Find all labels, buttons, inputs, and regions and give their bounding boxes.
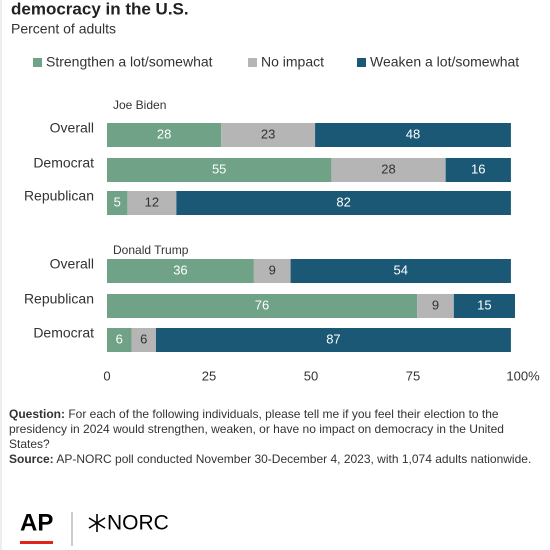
value-label: 6: [140, 331, 147, 346]
bar-segment: [176, 191, 511, 215]
question: Question: For each of the following indi…: [9, 407, 539, 452]
source: Source: AP-NORC poll conducted November …: [9, 452, 539, 467]
group-label: Donald Trump: [113, 243, 189, 257]
x-tick-label: 50: [304, 368, 318, 383]
y-tick-label: Overall: [50, 256, 94, 272]
bar-segment: [315, 123, 511, 147]
value-label: 9: [269, 262, 276, 277]
value-label: 55: [212, 161, 226, 176]
legend-swatch: [248, 58, 257, 67]
bar-segment: [331, 158, 446, 182]
bar-segment: [107, 123, 222, 147]
bar-segment: [445, 158, 511, 182]
bar-segment: [155, 328, 511, 352]
source-text: AP-NORC poll conducted November 30-Decem…: [56, 452, 532, 466]
logo-star: [88, 514, 106, 532]
bar-segment: [453, 294, 515, 318]
x-tick-label: 100%: [506, 368, 540, 383]
bar-segment: [127, 191, 177, 215]
y-tick-label: Democrat: [33, 155, 94, 171]
legend-label: Weaken a lot/somewhat: [370, 54, 519, 70]
legend-swatch: [33, 58, 42, 67]
y-tick-label: Overall: [50, 120, 94, 136]
value-label: 82: [336, 194, 350, 209]
y-tick-label: Republican: [24, 188, 94, 204]
legend-label: Strengthen a lot/somewhat: [46, 54, 213, 70]
value-label: 36: [173, 262, 187, 277]
bar-segment: [107, 328, 132, 352]
value-label: 6: [116, 331, 123, 346]
value-label: 16: [471, 161, 485, 176]
x-tick-label: 25: [202, 368, 216, 383]
value-label: 48: [406, 126, 420, 141]
logo-underline: [20, 541, 53, 544]
group-label: Joe Biden: [113, 98, 166, 112]
source-label: Source:: [9, 452, 54, 466]
bar-segment: [290, 259, 511, 283]
bar-segment: [107, 294, 418, 318]
chart-subtitle: Percent of adults: [11, 21, 116, 37]
y-tick-label: Democrat: [33, 325, 94, 341]
y-tick-label: Republican: [24, 291, 94, 307]
value-label: 28: [157, 126, 171, 141]
value-label: 9: [432, 297, 439, 312]
bar-segment: [253, 259, 291, 283]
value-label: 76: [255, 297, 269, 312]
question-label: Question:: [9, 407, 65, 421]
bar-segment: [221, 123, 316, 147]
chart-title: democracy in the U.S.: [11, 0, 189, 18]
value-label: 54: [394, 262, 408, 277]
value-label: 5: [114, 194, 121, 209]
x-tick-label: 75: [406, 368, 420, 383]
value-label: 23: [261, 126, 275, 141]
bar-segment: [131, 328, 156, 352]
value-label: 28: [381, 161, 395, 176]
value-label: 87: [326, 331, 340, 346]
bar-segment: [107, 158, 332, 182]
x-tick-label: 0: [103, 368, 110, 383]
bar-segment: [107, 191, 128, 215]
value-label: 12: [145, 194, 159, 209]
value-label: 15: [477, 297, 491, 312]
question-text: For each of the following individuals, p…: [9, 407, 504, 451]
logo-norc: NORC: [107, 512, 169, 535]
bar-segment: [107, 259, 254, 283]
bar-segment: [417, 294, 454, 318]
legend-label: No impact: [261, 54, 324, 70]
logo-ap: AP: [20, 509, 53, 536]
notes: Question: For each of the following indi…: [9, 407, 539, 467]
legend-swatch: [357, 58, 366, 67]
